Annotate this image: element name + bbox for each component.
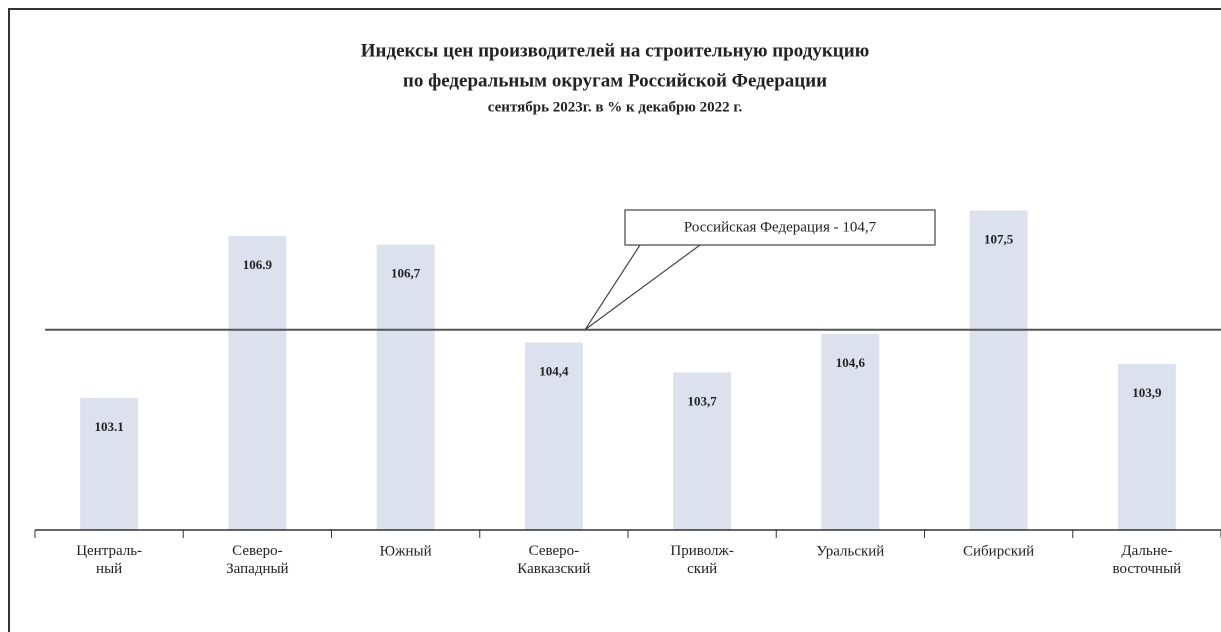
chart-note: сентябрь 2023г. в % к декабрю 2022 г.: [488, 99, 743, 115]
data-label: 104,4: [539, 364, 569, 379]
x-tick-label: Централь-ный: [76, 543, 142, 577]
x-tick-label: Северо-Западный: [226, 543, 288, 577]
callout-box: [624, 209, 936, 246]
x-tick-label: Приволж-ский: [670, 543, 734, 577]
bar: [228, 236, 287, 530]
bar: [821, 334, 880, 530]
chart-subtitle: по федеральным округам Российской Федера…: [403, 70, 827, 91]
data-label: 106,7: [391, 266, 421, 281]
bar: [524, 342, 583, 530]
bar: [969, 210, 1028, 530]
data-label: 107,5: [984, 231, 1014, 246]
bar: [673, 372, 732, 530]
data-label: 106.9: [243, 257, 273, 272]
frame: [8, 8, 1221, 632]
x-tick-label: Уральский: [816, 543, 884, 559]
chart-title: Индексы цен производителей на строительн…: [361, 40, 869, 61]
x-tick-label: Дальне-восточный: [1113, 543, 1182, 577]
callout-text: Российская Федерация - 104,7: [684, 219, 877, 235]
x-tick-label: Северо-Кавказский: [517, 543, 590, 577]
x-tick-label: Сибирский: [963, 543, 1034, 559]
bar: [80, 397, 139, 530]
callout-pointer: [584, 244, 701, 331]
data-label: 103,9: [1132, 385, 1162, 400]
bar: [1117, 363, 1176, 530]
data-label: 104,6: [836, 355, 866, 370]
data-label: 103.1: [95, 419, 124, 434]
bar: [376, 244, 435, 530]
x-tick-label: Южный: [380, 543, 432, 559]
data-label: 103,7: [688, 393, 718, 408]
